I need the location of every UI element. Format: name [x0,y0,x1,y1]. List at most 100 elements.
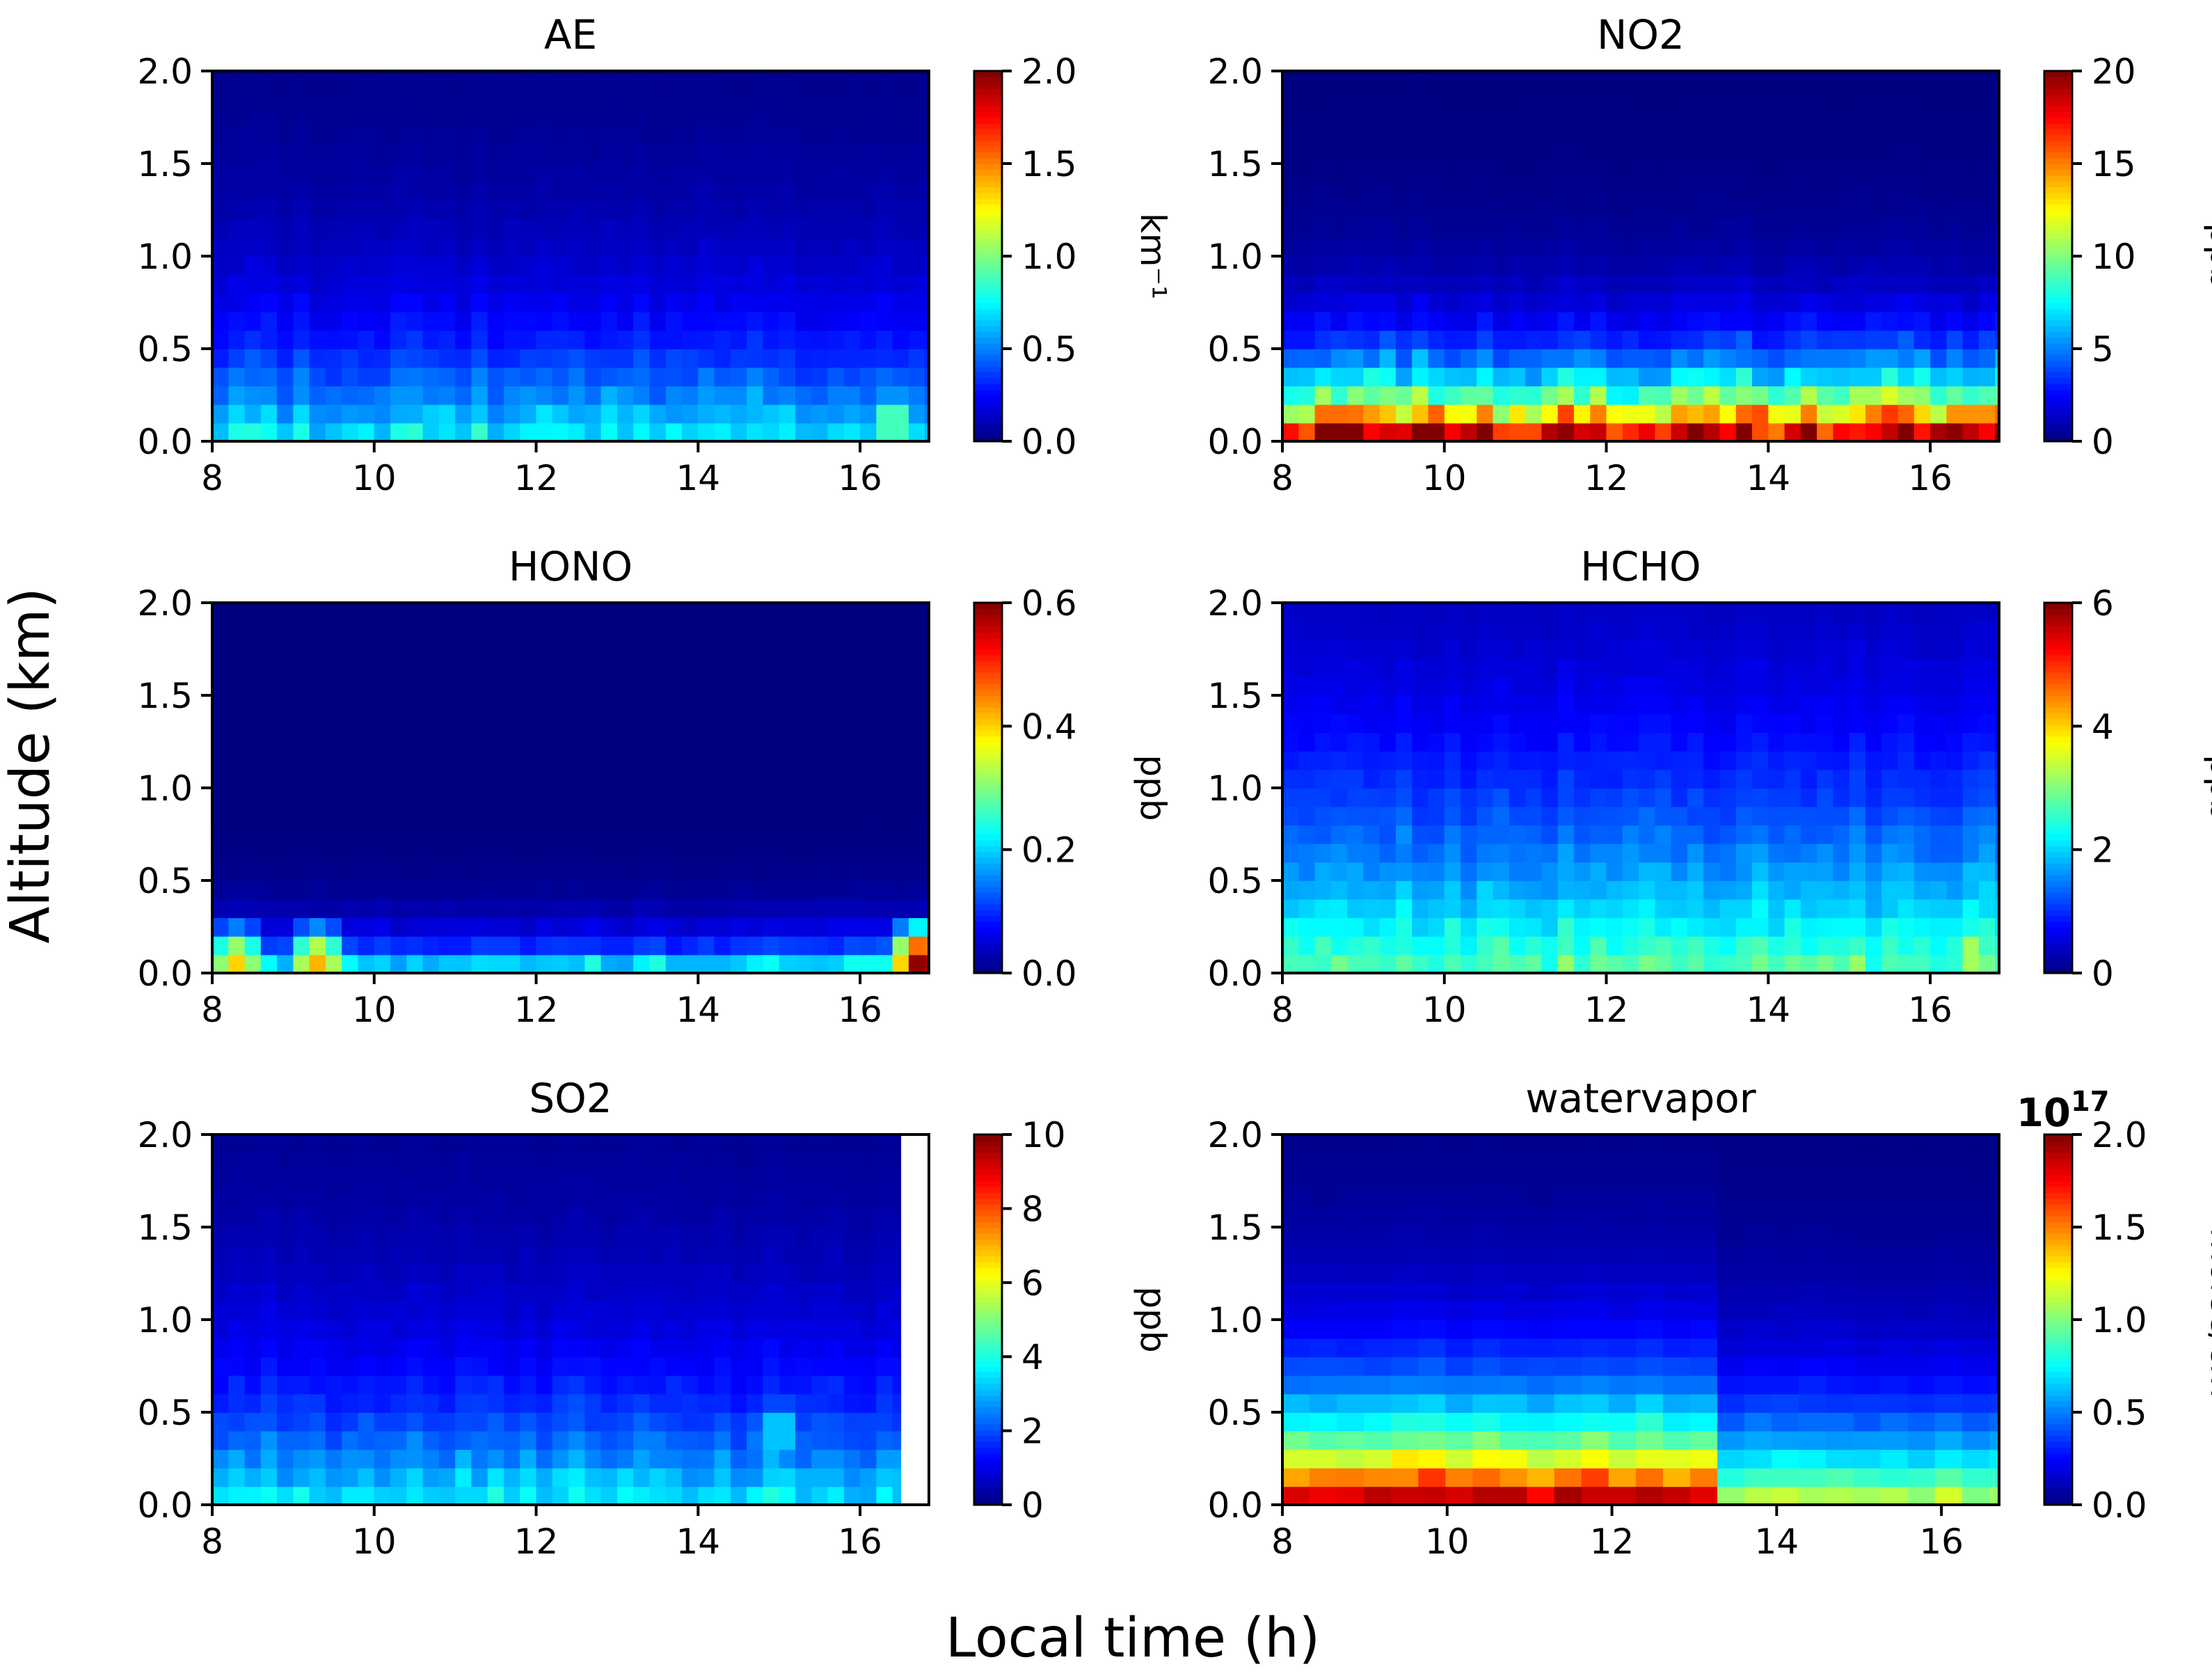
heatmap-cell [1784,71,1801,90]
heatmap-cell [504,1393,521,1413]
heatmap-cell [811,126,829,146]
heatmap-cell [1347,899,1364,919]
heatmap-cell [1800,386,1818,405]
heatmap-cell [616,917,635,937]
panel-ae: AE8 10 12 14 160.00.51.01.52.00.00.51.01.52.… [137,11,1173,498]
heatmap-cell [1962,603,1980,622]
heatmap-cell [1477,732,1494,752]
heatmap-cell [520,145,537,164]
heatmap-cell [1752,621,1769,641]
colorbar-step [974,1418,1002,1425]
heatmap-cell [649,677,667,696]
heatmap-cell [1314,145,1332,164]
heatmap-cell [714,1301,731,1320]
heatmap-cell [1444,71,1461,90]
colorbar-step [974,221,1002,228]
heatmap-cell [260,182,278,202]
heatmap-cell [1817,917,1834,937]
heatmap-cell [1752,349,1769,368]
heatmap-cell [1379,164,1397,183]
colorbar-step [2044,949,2072,956]
heatmap-cell [1557,750,1575,770]
heatmap-cell [1282,330,1300,349]
heatmap-cell [536,1412,553,1432]
colorbar-step [2044,354,2072,361]
heatmap-cell [1703,750,1721,770]
heatmap-cell [568,862,586,881]
heatmap-cell [1703,386,1721,405]
heatmap-cell [584,695,602,715]
heatmap-cell [925,274,930,294]
heatmap-cell [860,330,877,349]
heatmap-cell [1347,71,1364,90]
heatmap-cell [212,89,230,109]
heatmap-cell [471,1430,488,1450]
heatmap-cell [455,825,472,844]
heatmap-cell [536,1393,553,1413]
y-tick-label: 2.0 [137,52,193,92]
colorbar-step [974,1279,1002,1286]
heatmap-cell [552,677,569,696]
heatmap-cell [633,880,651,900]
heatmap-cell [212,71,230,90]
heatmap-cell [374,713,391,734]
colorbar-step [2044,793,2072,800]
heatmap-cell [811,1412,829,1432]
heatmap-cell [277,200,294,220]
heatmap-cell [1833,769,1850,789]
heatmap-cell [228,1264,246,1283]
heatmap-cell [1865,349,1883,368]
heatmap-cell [1639,732,1656,752]
heatmap-cell [714,732,731,752]
heatmap-cell [1574,386,1591,405]
heatmap-cell [455,880,472,900]
heatmap-cell [925,164,930,183]
heatmap-cell [1590,256,1607,276]
colorbar-step [974,678,1002,685]
heatmap-cell [406,806,424,826]
heatmap-cell [390,237,408,257]
heatmap-cell [212,935,230,956]
heatmap-cell [795,954,813,974]
heatmap-cell [438,1320,456,1339]
heatmap-cell [763,108,780,127]
colorbar-step [2044,863,2072,870]
heatmap-cell [325,917,343,937]
heatmap-cell [1444,126,1461,146]
heatmap-cell [1946,954,1964,974]
heatmap-cell [504,126,521,146]
heatmap-cell [309,1320,326,1339]
heatmap-cell [811,713,829,734]
heatmap-cell [1574,825,1591,844]
heatmap-cell [1606,862,1623,881]
heatmap-cell [600,695,618,715]
heatmap-cell [487,843,504,863]
heatmap-cell [1930,732,1948,752]
heatmap-cell [1574,843,1591,863]
heatmap-cell [406,640,424,659]
heatmap-cell [714,293,731,313]
heatmap-cell [438,311,456,331]
heatmap-cell [1735,788,1753,807]
heatmap-cell [584,1208,602,1228]
heatmap-cell [1395,274,1413,294]
colorbar-step [974,1423,1002,1430]
heatmap-cell [212,695,230,715]
heatmap-cell [1978,677,1996,696]
heatmap-cell [795,1449,813,1469]
heatmap-cell [1962,899,1980,919]
heatmap-cell [665,695,683,715]
heatmap-cell [1703,404,1721,424]
heatmap-cell [309,732,326,752]
heatmap-cell [908,825,926,844]
heatmap-cell [1930,825,1948,844]
heatmap-cell [260,200,278,220]
heatmap-cell [568,769,586,789]
heatmap-cell [811,917,829,937]
x-tick-label: 12 [514,1521,559,1562]
heatmap-cell [1444,862,1461,881]
heatmap-cell [1557,89,1575,109]
heatmap-cell [1687,219,1705,239]
heatmap-cell [1703,677,1721,696]
colorbar-step [2044,689,2072,696]
